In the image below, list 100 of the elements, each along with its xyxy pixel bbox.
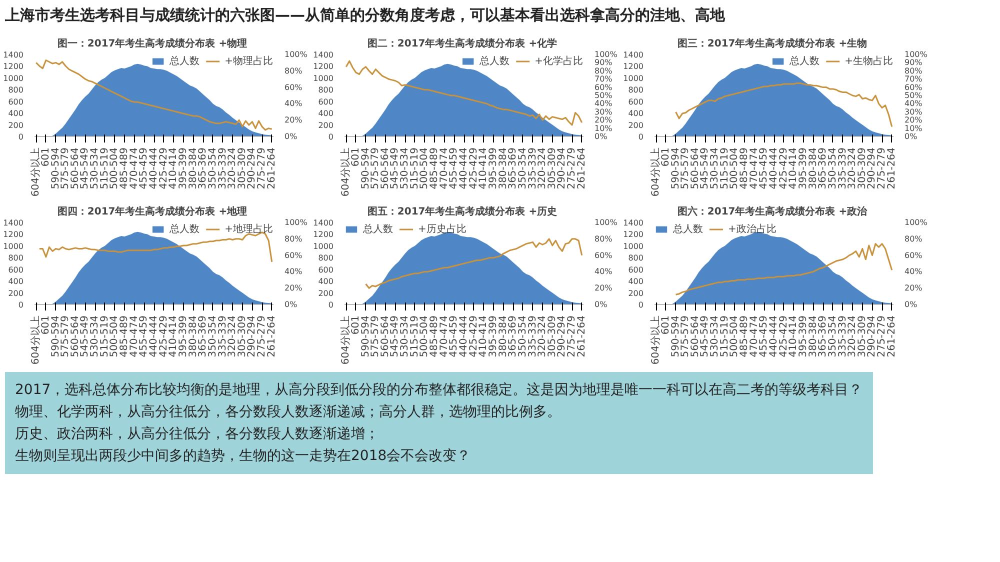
- x-tick-label: 530-534: [710, 148, 721, 190]
- x-tick-label: 350-354: [517, 148, 528, 190]
- y-tick-label: 400: [318, 277, 334, 286]
- x-tick-label: 425-429: [468, 316, 480, 358]
- y2-tick-label: 60%: [284, 83, 303, 92]
- x-tick-label: 545-549: [700, 316, 711, 358]
- y2-tick-label: 60%: [284, 251, 303, 260]
- y-tick-label: 600: [628, 266, 644, 275]
- y2-tick-label: 50%: [904, 91, 923, 100]
- legend-label: 总人数: [480, 54, 510, 68]
- x-tick-label: 500-504: [109, 316, 120, 358]
- x-tick-label: 290-294: [246, 148, 258, 190]
- x-tick-label: 305-309: [546, 148, 558, 190]
- y-tick-label: 1200: [623, 62, 644, 72]
- text: 上海市考生选考科目与成绩统计的六张图——从简单的分数角度考虑，可以基本看出选科拿高分的洼地、高地: [5, 5, 725, 26]
- x-tick-label: 261-264: [266, 148, 278, 190]
- x-tick-label: 560-564: [380, 148, 391, 190]
- x-tick-label: 515-519: [719, 148, 730, 190]
- x-tick-label: 425-429: [158, 148, 170, 190]
- x-tick-label: 365-369: [198, 148, 209, 190]
- y2-tick-label: 20%: [594, 284, 613, 294]
- x-tick-label: 604分以上: [30, 148, 42, 198]
- x-tick-label: 261-264: [266, 316, 278, 358]
- x-tick-label: 470-474: [748, 148, 760, 190]
- y-tick-label: 1400: [623, 50, 644, 60]
- x-tick-label: 590-594: [360, 148, 372, 190]
- x-tick-label: 350-354: [207, 148, 218, 190]
- chart-title: 图六：2017年考生高考成绩分布表 +政治: [677, 206, 868, 218]
- x-tick-label: 305-309: [236, 148, 248, 190]
- x-tick-label: 515-519: [409, 316, 420, 358]
- x-tick-label: 575-579: [370, 148, 382, 190]
- y-tick-label: 0: [328, 300, 334, 310]
- y2-tick-label: 60%: [594, 83, 613, 92]
- legend-label: +物理占比: [224, 54, 273, 68]
- y-tick-label: 400: [8, 277, 24, 286]
- y2-tick-label: 50%: [594, 91, 613, 100]
- legend-label: 总人数: [363, 222, 393, 236]
- x-tick-label: 545-549: [80, 316, 91, 358]
- x-tick-label: 575-579: [60, 316, 72, 358]
- y-tick-label: 1200: [313, 230, 334, 240]
- x-tick-label: 485-489: [739, 316, 750, 358]
- y2-tick-label: 100%: [904, 50, 928, 60]
- y2-tick-label: 0%: [904, 300, 918, 310]
- chart-title: 图四：2017年考生高考成绩分布表 +地理: [57, 206, 248, 218]
- y-tick-label: 600: [628, 98, 644, 107]
- x-tick-label: 320-324: [847, 316, 858, 358]
- chart-title: 图一：2017年考生高考成绩分布表 +物理: [57, 38, 248, 50]
- x-tick-label: 455-459: [758, 148, 770, 190]
- y2-tick-label: 0%: [594, 300, 608, 310]
- y-tick-label: 200: [628, 289, 644, 298]
- y-tick-label: 1400: [623, 218, 644, 228]
- y-tick-label: 400: [628, 109, 644, 118]
- x-tick-label: 500-504: [419, 316, 430, 358]
- x-tick-label: 470-474: [748, 316, 760, 358]
- x-tick-label: 455-459: [138, 316, 150, 358]
- x-tick-label: 470-474: [438, 316, 450, 358]
- text: 生物则呈现出两段少中间多的趋势，生物的这一走势在2018会不会改变？: [15, 447, 472, 466]
- y2-tick-label: 60%: [904, 83, 923, 92]
- x-tick-label: 500-504: [729, 148, 740, 190]
- y2-tick-label: 100%: [284, 50, 308, 60]
- y-tick-label: 0: [328, 132, 334, 142]
- x-tick-label: 455-459: [448, 148, 460, 190]
- legend-label: +历史占比: [418, 222, 466, 236]
- x-tick-label: 575-579: [680, 148, 692, 190]
- y-tick-label: 400: [318, 109, 334, 118]
- x-tick-label: 410-414: [478, 316, 490, 358]
- x-tick-label: 590-594: [670, 316, 682, 358]
- x-tick-label: 530-534: [400, 316, 411, 358]
- x-tick-label: 410-414: [168, 316, 180, 358]
- x-tick-label: 440-444: [458, 148, 470, 190]
- x-tick-label: 560-564: [690, 316, 701, 358]
- x-tick-label: 335-339: [527, 148, 538, 190]
- y-tick-label: 1400: [313, 218, 334, 228]
- line-series: [675, 243, 893, 296]
- y2-tick-label: 80%: [904, 234, 923, 244]
- x-tick-label: 395-399: [178, 148, 189, 190]
- y2-tick-label: 40%: [594, 100, 613, 109]
- x-tick-label: 395-399: [798, 316, 809, 358]
- y-tick-label: 600: [8, 98, 24, 107]
- x-tick-label: 560-564: [380, 316, 391, 358]
- x-tick-label: 350-354: [207, 316, 218, 358]
- x-tick-label: 545-549: [390, 316, 401, 358]
- x-tick-label: 485-489: [739, 148, 750, 190]
- x-tick-label: 440-444: [148, 316, 160, 358]
- y-tick-label: 1400: [3, 218, 24, 228]
- x-tick-label: 590-594: [50, 316, 62, 358]
- y-tick-label: 1000: [3, 74, 24, 84]
- x-tick-label: 545-549: [80, 148, 91, 190]
- x-tick-label: 380-384: [808, 148, 819, 190]
- x-tick-label: 530-534: [90, 316, 101, 358]
- x-tick-label: 261-264: [886, 316, 898, 358]
- x-tick-label: 290-294: [556, 316, 568, 358]
- legend-label: +化学占比: [534, 54, 583, 68]
- x-tick-label: 275-279: [566, 148, 578, 190]
- x-tick-label: 590-594: [50, 148, 62, 190]
- x-tick-label: 335-339: [217, 316, 228, 358]
- text: 2017，选科总体分布比较均衡的是地理，从高分段到低分段的分布整体都很稳定。这是因为地理是唯一一科可以在高二考的等级考科目？: [15, 381, 863, 400]
- y-tick-label: 200: [628, 121, 644, 130]
- x-tick-label: 560-564: [70, 148, 81, 190]
- x-tick-label: 560-564: [70, 316, 81, 358]
